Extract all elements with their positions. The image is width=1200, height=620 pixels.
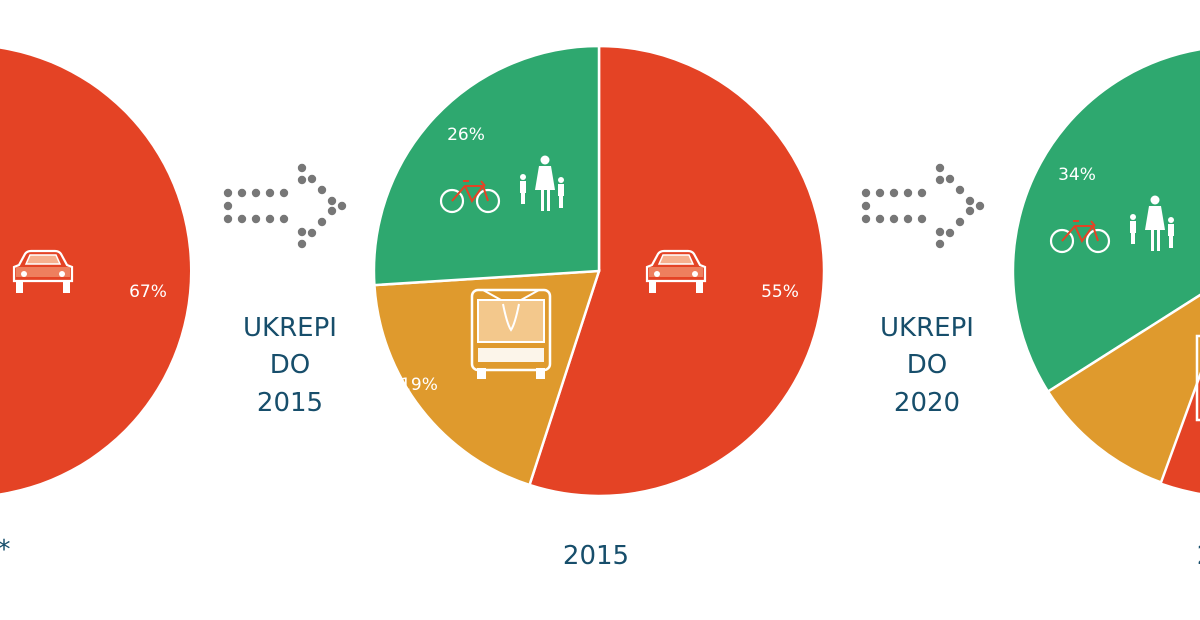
pie-slice-label-bus: 19% [400, 375, 438, 395]
step-label-line-3: 2015 [257, 388, 323, 418]
bus-icon [1195, 334, 1200, 422]
arrow-dot [861, 188, 871, 198]
arrow-dot [889, 214, 899, 224]
car-icon [12, 249, 74, 293]
step-label-line-1: UKREPI [880, 313, 974, 343]
pie-chart-2015: 55% 19% 26% [372, 44, 826, 498]
step-label-line-1: UKREPI [243, 313, 337, 343]
arrow-dot [279, 214, 289, 224]
dotted-arrow-icon [223, 163, 347, 249]
arrow-dot [903, 214, 913, 224]
step-label-line-2: DO [907, 350, 948, 380]
pie-slice-walk-bike [1011, 47, 1200, 394]
arrow-dot [279, 188, 289, 198]
pie-chart-baseline: 67% [0, 48, 190, 494]
pie-slice-label-walk-bike: 34% [1058, 165, 1096, 185]
arrow-dot [223, 214, 233, 224]
arrow-dot [297, 239, 307, 249]
pie-year-label: 2015 [563, 541, 629, 571]
arrow-dot [251, 214, 261, 224]
car-icon [645, 249, 707, 293]
arrow-dot [965, 206, 975, 216]
dotted-arrow-icon [861, 163, 985, 249]
arrow-dot [223, 188, 233, 198]
arrow-dot [861, 201, 871, 211]
pie-year-label: * [0, 535, 11, 565]
arrow-dot [935, 163, 945, 173]
arrow-dot [237, 188, 247, 198]
arrow-dot [223, 201, 233, 211]
arrow-dot [935, 175, 945, 185]
bus-icon [470, 288, 552, 379]
arrow-dot [307, 174, 317, 184]
arrow-dot [861, 214, 871, 224]
arrow-dot [327, 196, 337, 206]
arrow-dot [265, 214, 275, 224]
step-label-line-3: 2020 [894, 388, 960, 418]
arrow-dot [307, 228, 317, 238]
arrow-dot [237, 214, 247, 224]
pie-slice-label-car: 67% [129, 282, 167, 302]
arrow-dot [935, 227, 945, 237]
arrow-dot [875, 214, 885, 224]
arrow-dot [875, 188, 885, 198]
arrow-dot [903, 188, 913, 198]
arrow-dot [955, 185, 965, 195]
arrow-dot [889, 188, 899, 198]
arrow-dot [955, 217, 965, 227]
pie-chart-target: 34% [1011, 47, 1200, 493]
arrow-dot [917, 214, 927, 224]
arrow-dot [297, 227, 307, 237]
arrow-dot [945, 174, 955, 184]
arrow-dot [945, 228, 955, 238]
bicycle-and-pedestrians-icon [1049, 195, 1174, 254]
arrow-dot [317, 185, 327, 195]
arrow-dot [327, 206, 337, 216]
pie-slice-label-walk-bike: 26% [447, 125, 485, 145]
pie-slice-walk-bike [372, 44, 601, 287]
arrow-dot [251, 188, 261, 198]
arrow-dot [935, 239, 945, 249]
arrow-dot [337, 201, 347, 211]
pie-slice-bus [1046, 293, 1200, 485]
arrow-dot [317, 217, 327, 227]
arrow-dot [297, 163, 307, 173]
arrow-dot [965, 196, 975, 206]
pie-slice-car [0, 48, 190, 494]
bicycle-and-pedestrians-icon [439, 155, 564, 214]
arrow-dot [975, 201, 985, 211]
step-label-line-2: DO [270, 350, 311, 380]
arrow-dot [917, 188, 927, 198]
arrow-dot [297, 175, 307, 185]
pie-year-label: 2 [1197, 541, 1200, 571]
arrow-dot [265, 188, 275, 198]
pie-slice-label-car: 55% [761, 282, 799, 302]
